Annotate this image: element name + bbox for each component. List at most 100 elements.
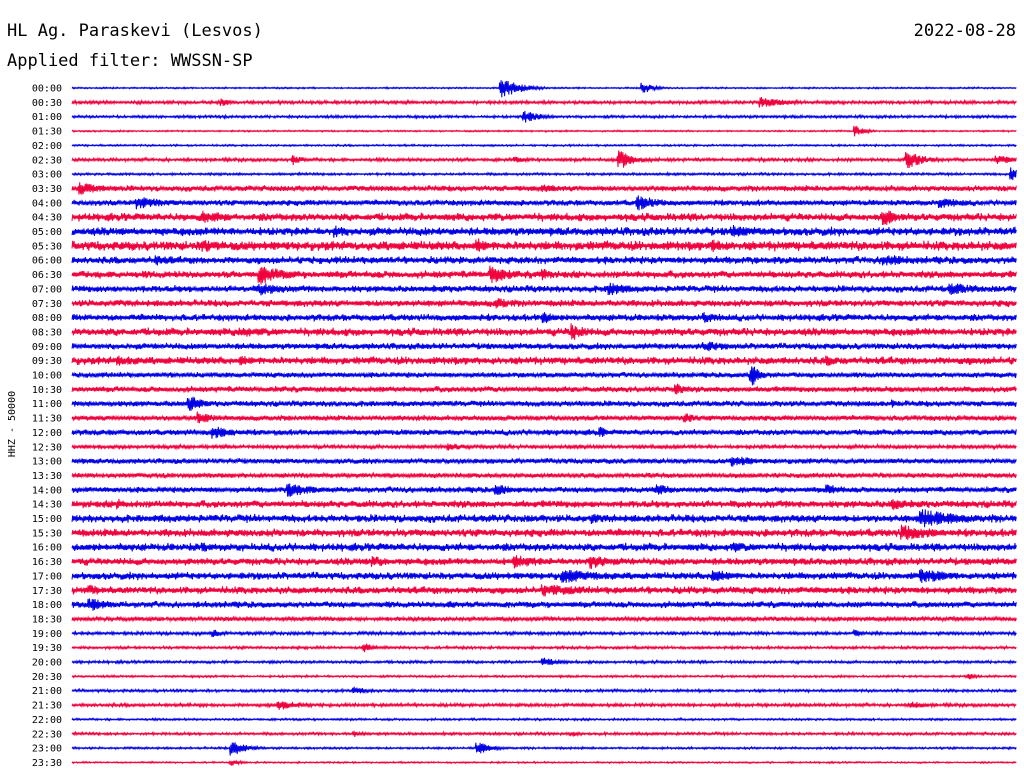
- record-date: 2022-08-28: [914, 21, 1016, 41]
- seismic-trace: [71, 312, 1017, 324]
- seismic-trace: [71, 323, 1017, 340]
- seismic-trace: [71, 568, 1017, 583]
- time-tick-label: 02:00: [32, 141, 62, 152]
- seismic-trace: [71, 396, 1017, 411]
- time-tick-label: 06:00: [32, 256, 62, 267]
- seismic-trace: [71, 366, 1017, 386]
- seismic-trace: [71, 355, 1017, 367]
- time-tick-label: 20:00: [32, 658, 62, 669]
- time-tick-label: 15:30: [32, 528, 62, 539]
- seismic-trace: [71, 759, 1017, 767]
- seismic-trace: [71, 643, 1017, 653]
- y-axis-label: HHZ - 50000: [7, 391, 18, 457]
- seismic-trace: [71, 97, 1017, 108]
- seismic-trace: [71, 238, 1017, 253]
- time-tick-label: 10:00: [32, 371, 62, 382]
- seismic-trace: [71, 483, 1017, 497]
- time-tick-label: 19:00: [32, 629, 62, 640]
- time-tick-label: 05:00: [32, 227, 62, 238]
- time-tick-label: 22:00: [32, 715, 62, 726]
- time-tick-label: 07:00: [32, 284, 62, 295]
- seismic-trace: [71, 509, 1017, 528]
- seismic-trace: [71, 730, 1017, 738]
- time-tick-label: 11:00: [32, 399, 62, 410]
- seismic-trace: [71, 195, 1017, 211]
- time-tick-label: 18:00: [32, 600, 62, 611]
- time-tick-label: 21:00: [32, 686, 62, 697]
- time-tick-label: 06:30: [32, 270, 62, 281]
- seismic-trace: [71, 524, 1017, 541]
- seismic-trace: [71, 701, 1017, 710]
- time-tick-label: 23:30: [32, 758, 62, 769]
- seismic-trace: [71, 426, 1017, 439]
- time-tick-label: 04:30: [32, 213, 62, 224]
- seismic-trace: [71, 125, 1017, 137]
- time-tick-label: 07:30: [32, 299, 62, 310]
- seismic-trace: [71, 182, 1017, 195]
- seismic-trace: [71, 555, 1017, 570]
- seismic-trace: [71, 150, 1017, 169]
- time-tick-label: 13:00: [32, 457, 62, 468]
- time-tick-label: 11:30: [32, 414, 62, 425]
- seismic-trace: [71, 442, 1017, 451]
- seismic-trace: [71, 456, 1017, 467]
- time-tick-label: 17:00: [32, 571, 62, 582]
- filter-label: Applied filter: WWSSN-SP: [7, 51, 253, 71]
- time-tick-label: 16:00: [32, 543, 62, 554]
- seismic-trace: [71, 411, 1017, 424]
- time-tick-label: 20:30: [32, 672, 62, 683]
- time-tick-label: 02:30: [32, 155, 62, 166]
- time-tick-label: 19:30: [32, 643, 62, 654]
- seismic-trace: [71, 224, 1017, 238]
- seismic-trace: [71, 282, 1017, 296]
- seismic-trace: [71, 716, 1017, 723]
- trace-group: 00:00 00:30 01:00 01:30 02:00 02:30 03:00 03:30…: [32, 80, 1017, 769]
- seismic-trace: [71, 255, 1017, 266]
- time-tick-label: 03:30: [32, 184, 62, 195]
- time-tick-label: 08:30: [32, 327, 62, 338]
- seismic-trace: [71, 110, 1017, 123]
- time-tick-label: 22:30: [32, 729, 62, 740]
- time-tick-label: 00:00: [32, 84, 62, 95]
- time-tick-label: 21:30: [32, 701, 62, 712]
- seismic-trace: [71, 383, 1017, 395]
- time-tick-label: 04:00: [32, 198, 62, 209]
- seismic-trace: [71, 80, 1017, 98]
- time-tick-label: 09:00: [32, 342, 62, 353]
- time-tick-label: 01:00: [32, 112, 62, 123]
- time-tick-label: 09:30: [32, 356, 62, 367]
- seismic-trace: [71, 629, 1017, 638]
- station-title: HL Ag. Paraskevi (Lesvos): [7, 21, 263, 41]
- time-tick-label: 18:30: [32, 614, 62, 625]
- time-tick-label: 14:00: [32, 485, 62, 496]
- seismic-trace: [71, 584, 1017, 597]
- seismic-trace: [71, 298, 1017, 309]
- seismic-trace: [71, 615, 1017, 623]
- time-tick-label: 23:00: [32, 744, 62, 755]
- seismic-trace: [71, 657, 1017, 666]
- time-tick-label: 12:30: [32, 442, 62, 453]
- time-tick-label: 17:30: [32, 586, 62, 597]
- seismic-trace: [71, 143, 1017, 148]
- time-tick-label: 13:30: [32, 471, 62, 482]
- seismic-trace: [71, 341, 1017, 352]
- seismic-trace: [71, 742, 1017, 756]
- time-tick-label: 14:30: [32, 500, 62, 511]
- time-tick-label: 01:30: [32, 127, 62, 138]
- seismic-trace: [71, 210, 1017, 226]
- seismic-trace: [71, 598, 1017, 611]
- seismic-trace: [71, 542, 1017, 553]
- seismic-trace: [71, 471, 1017, 480]
- seismic-trace: [71, 686, 1017, 695]
- time-tick-label: 16:30: [32, 557, 62, 568]
- seismic-trace: [71, 673, 1017, 680]
- time-tick-label: 00:30: [32, 98, 62, 109]
- time-tick-label: 05:30: [32, 241, 62, 252]
- time-tick-label: 12:00: [32, 428, 62, 439]
- seismic-trace: [71, 265, 1017, 285]
- time-tick-label: 03:00: [32, 170, 62, 181]
- time-tick-label: 10:30: [32, 385, 62, 396]
- seismic-trace: [71, 167, 1017, 181]
- time-tick-label: 08:00: [32, 313, 62, 324]
